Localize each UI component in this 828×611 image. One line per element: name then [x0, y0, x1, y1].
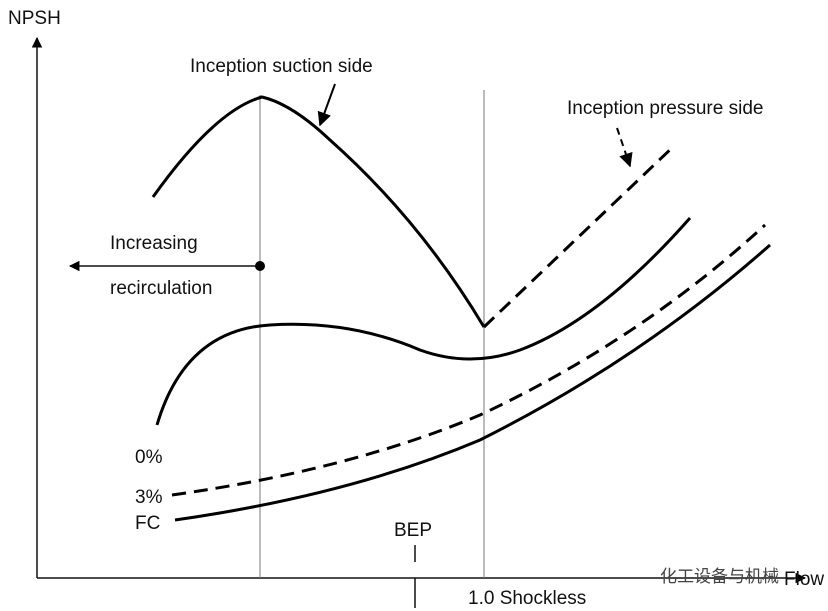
fc-curve — [174, 243, 771, 522]
zero-percent-curve — [155, 217, 692, 426]
pressure-inception-curve — [482, 143, 677, 329]
annotation: recirculation — [110, 278, 212, 299]
suction-pointer — [317, 83, 336, 127]
annotation: Inception pressure side — [567, 98, 763, 119]
three-percent-curve — [171, 223, 767, 497]
curve-label: FC — [135, 513, 160, 534]
pressure-pointer — [616, 127, 633, 168]
curve-label: 3% — [135, 487, 163, 508]
annotation: Inception suction side — [190, 56, 373, 77]
y-axis-label: NPSH — [8, 8, 61, 29]
annotation: Increasing — [110, 233, 198, 254]
marker-label: 1.0 Shockless — [468, 588, 586, 609]
recirculation-point — [255, 261, 265, 271]
watermark: 化工设备与机械 — [660, 567, 779, 586]
curve-label: 0% — [135, 447, 163, 468]
x-axis-label: Flow — [784, 569, 824, 590]
marker-label: BEP — [394, 520, 432, 541]
suction-inception-curve — [151, 95, 486, 328]
